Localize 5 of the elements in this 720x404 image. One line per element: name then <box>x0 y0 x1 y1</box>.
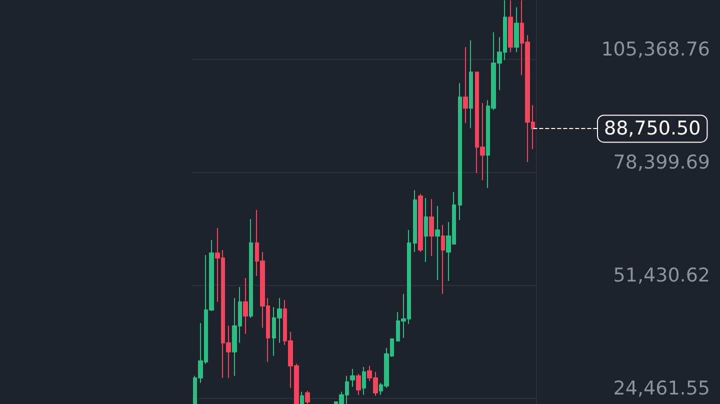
ref-line-label: 88,750.50 <box>604 118 701 140</box>
y-tick-label: 78,399.69 <box>613 152 710 174</box>
y-tick-label: 24,461.55 <box>613 377 710 400</box>
y-tick-label: 105,368.76 <box>601 38 710 61</box>
y-tick-label: 51,430.62 <box>613 264 710 286</box>
